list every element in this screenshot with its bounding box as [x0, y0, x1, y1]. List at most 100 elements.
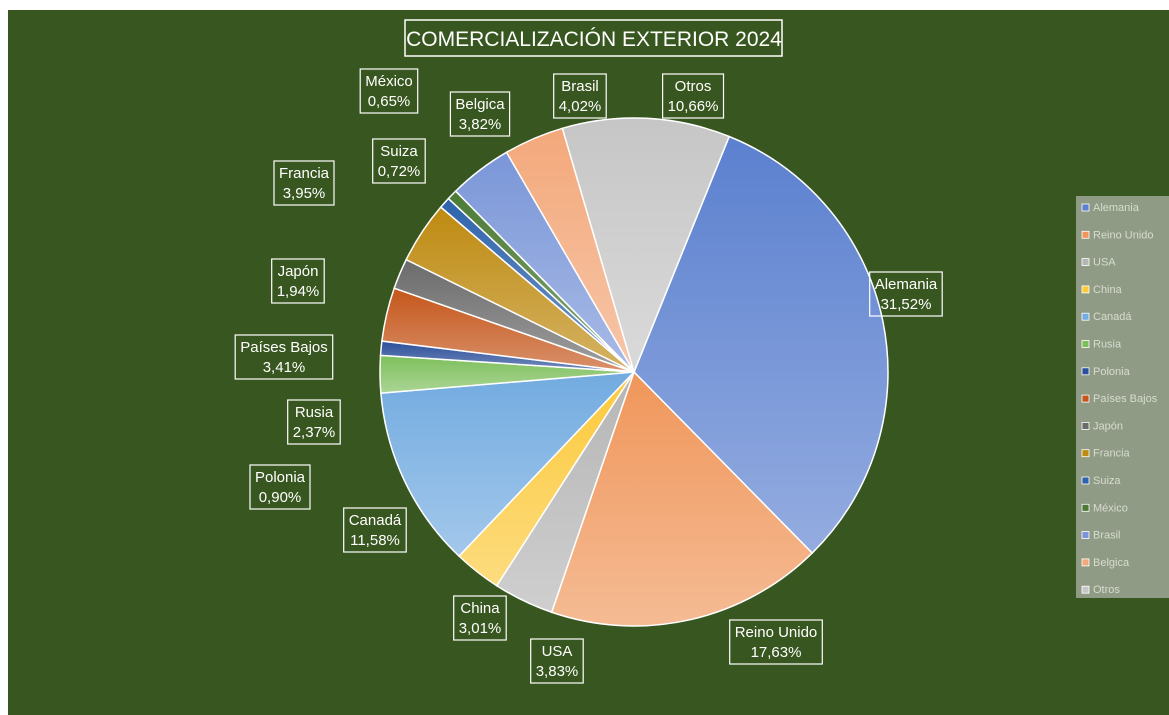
legend-entry: Canadá	[1093, 311, 1132, 323]
legend-swatch	[1081, 312, 1090, 321]
legend-entry: Países Bajos	[1093, 393, 1158, 405]
data-label-méxico: México 0,65%	[359, 68, 419, 114]
data-label-value: 0,65%	[368, 93, 411, 110]
chart-title-box	[404, 19, 783, 57]
data-label-box	[249, 464, 311, 510]
data-label-name: USA	[542, 643, 573, 660]
pie-slice-alemania	[633, 135, 889, 555]
data-label-box	[453, 595, 507, 641]
data-label-name: Otros	[675, 78, 712, 95]
data-label-value: 11,58%	[350, 532, 400, 549]
chart-title: COMERCIALIZACIÓN EXTERIOR 2024	[406, 28, 782, 51]
legend-swatch	[1081, 258, 1090, 267]
legend-swatch	[1081, 285, 1090, 294]
data-label-value: 17,63%	[751, 644, 802, 661]
legend-entry: Brasil	[1093, 530, 1121, 542]
data-label-value: 10,66%	[668, 98, 719, 115]
data-label-name: Brasil	[561, 78, 599, 95]
data-label-value: 3,83%	[536, 663, 579, 680]
legend-entry: Rusia	[1093, 339, 1122, 351]
pie-slice-canadá	[380, 371, 636, 558]
data-label-canadá: Canadá 11,58%	[343, 507, 407, 553]
data-label-rusia: Rusia 2,37%	[287, 399, 341, 445]
data-label-value: 31,52%	[881, 296, 932, 313]
data-label-value: 3,95%	[283, 185, 326, 202]
data-label-china: China 3,01%	[453, 595, 507, 641]
legend-swatch	[1081, 203, 1090, 212]
data-label-value: 3,82%	[459, 116, 502, 133]
data-label-value: 0,90%	[259, 489, 302, 506]
data-label-polonia: Polonia 0,90%	[249, 464, 311, 510]
legend-entry: USA	[1093, 257, 1116, 269]
legend-swatch	[1081, 449, 1090, 458]
data-label-box	[359, 68, 419, 114]
legend-entry: Japón	[1093, 420, 1123, 432]
legend-background	[1076, 196, 1169, 598]
legend-entry: Reino Unido	[1093, 229, 1154, 241]
data-label-box	[372, 138, 426, 184]
data-label-value: 4,02%	[559, 98, 602, 115]
data-label-value: 0,72%	[378, 163, 421, 180]
data-label-value: 3,01%	[459, 620, 502, 637]
data-label-name: Rusia	[295, 404, 334, 421]
data-label-name: Reino Unido	[735, 624, 818, 641]
pie-slice-otros	[561, 117, 731, 375]
legend-swatch	[1081, 531, 1090, 539]
data-label-japón: Japón 1,94%	[271, 258, 325, 304]
legend-swatch	[1081, 585, 1090, 594]
data-label-name: Francia	[279, 165, 330, 182]
data-label-name: Polonia	[255, 469, 306, 486]
data-label-box	[661, 73, 725, 119]
data-label-brasil: Brasil 4,02%	[553, 73, 607, 119]
legend-swatch	[1081, 230, 1090, 239]
data-label-name: Suiza	[380, 143, 418, 160]
legend-entry: Belgica	[1093, 557, 1130, 569]
legend-swatch	[1081, 558, 1090, 567]
pie-slice-reino-unido	[550, 370, 814, 627]
legend: Alemania Reino Unido USA China Canadá Rusia Po…	[1076, 196, 1169, 598]
data-label-box	[869, 271, 943, 317]
legend-swatch	[1081, 503, 1090, 512]
data-label-name: China	[460, 600, 500, 617]
data-label-value: 3,41%	[263, 359, 306, 376]
legend-entry: Polonia	[1093, 366, 1131, 378]
legend-entry: Francia	[1093, 448, 1131, 460]
chart-title-group: COMERCIALIZACIÓN EXTERIOR 2024	[404, 19, 783, 57]
legend-swatch	[1081, 394, 1090, 403]
data-label-alemania: Alemania 31,52%	[869, 271, 943, 317]
legend-swatch	[1081, 476, 1090, 485]
data-label-box	[234, 334, 334, 380]
data-label-box	[273, 160, 335, 206]
legend-entry: Suiza	[1093, 475, 1121, 487]
data-label-name: Alemania	[875, 276, 938, 293]
legend-entry: China	[1093, 284, 1123, 296]
data-label-belgica: Belgica 3,82%	[449, 91, 511, 137]
legend-entry: México	[1093, 502, 1128, 514]
legend-swatch	[1081, 421, 1090, 430]
data-label-box	[553, 73, 607, 119]
data-label-usa: USA 3,83%	[530, 638, 584, 684]
data-label-box	[287, 399, 341, 445]
data-label-value: 1,94%	[277, 283, 320, 300]
data-label-name: Canadá	[349, 512, 402, 529]
data-label-suiza: Suiza 0,72%	[372, 138, 426, 184]
data-label-name: México	[365, 73, 413, 90]
legend-swatch	[1081, 340, 1090, 348]
data-label-otros: Otros 10,66%	[661, 73, 725, 119]
pie-chart: Alemania 31,52% Reino Unido 17,63% USA 3,83% C…	[234, 19, 1169, 684]
legend-entry: Otros	[1093, 584, 1120, 596]
data-label-box	[271, 258, 325, 304]
legend-entry: Alemania	[1093, 202, 1140, 214]
data-label-box	[449, 91, 511, 137]
chart-area: Alemania 31,52% Reino Unido 17,63% USA 3,83% C…	[8, 10, 1169, 715]
data-label-box	[343, 507, 407, 553]
data-label-reino-unido: Reino Unido 17,63%	[729, 619, 823, 665]
data-label-name: Japón	[278, 263, 319, 280]
data-label-box	[530, 638, 584, 684]
data-label-box	[729, 619, 823, 665]
data-label-name: Países Bajos	[240, 339, 328, 356]
data-label-name: Belgica	[455, 96, 505, 113]
data-label-países-bajos: Países Bajos 3,41%	[234, 334, 334, 380]
legend-swatch	[1081, 367, 1090, 376]
data-label-francia: Francia 3,95%	[273, 160, 335, 206]
